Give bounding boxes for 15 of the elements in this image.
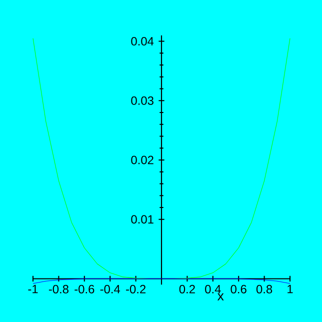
y-tick-label: 0.03 — [131, 96, 154, 105]
x-tick-label: 0.6 — [230, 284, 246, 294]
y-tick-label: 0.04 — [131, 37, 154, 46]
y-tick-label: 0.01 — [131, 215, 154, 224]
x-axis-title: x — [217, 293, 224, 300]
x-tick-label: 0.4 — [205, 284, 221, 294]
x-tick-label: 1 — [288, 284, 293, 294]
x-tick-label: -0.8 — [48, 284, 68, 294]
x-tick-label: 0.8 — [256, 284, 272, 294]
y-tick-label: 0.02 — [131, 156, 154, 164]
x-tick-label: -0.6 — [74, 284, 94, 294]
x-tick-label: -0.2 — [126, 284, 146, 294]
x-tick-label: 0.2 — [179, 284, 195, 294]
x-tick-label: -1 — [28, 284, 38, 294]
x-tick-label: -0.4 — [100, 284, 120, 294]
